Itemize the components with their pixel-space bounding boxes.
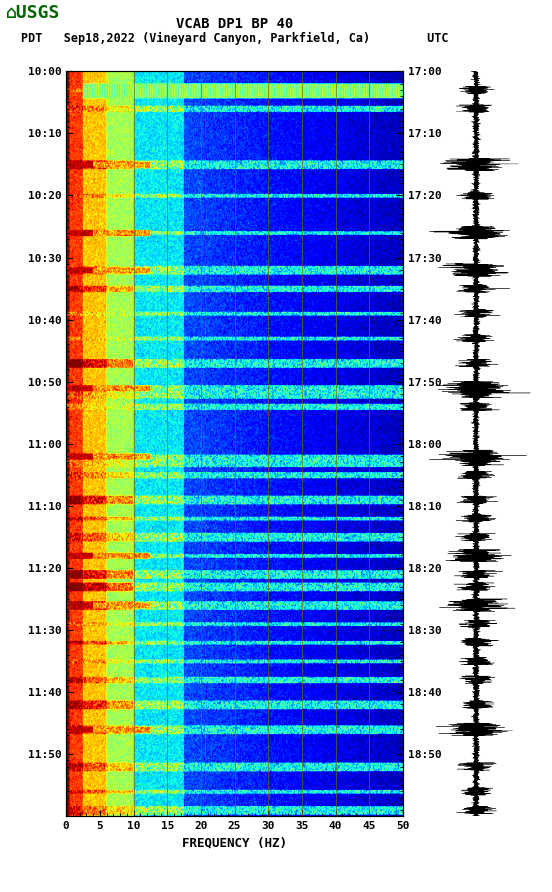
- Text: VCAB DP1 BP 40: VCAB DP1 BP 40: [176, 17, 293, 31]
- Text: ⌂USGS: ⌂USGS: [6, 4, 60, 22]
- X-axis label: FREQUENCY (HZ): FREQUENCY (HZ): [182, 837, 287, 849]
- Text: PDT   Sep18,2022 (Vineyard Canyon, Parkfield, Ca)        UTC: PDT Sep18,2022 (Vineyard Canyon, Parkfie…: [21, 31, 448, 45]
